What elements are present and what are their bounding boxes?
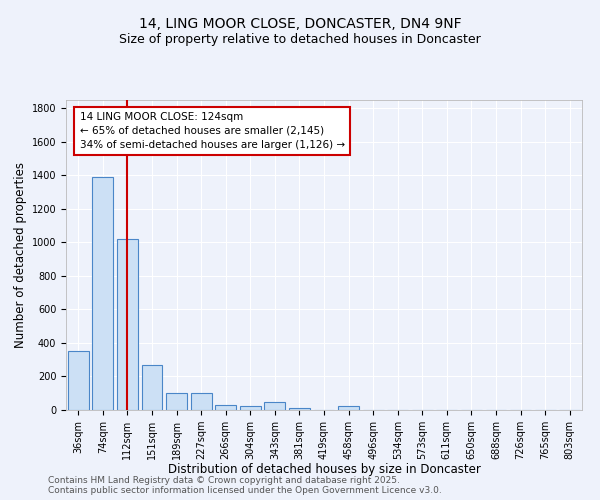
Bar bbox=[191, 393, 212, 410]
Text: 14, LING MOOR CLOSE, DONCASTER, DN4 9NF: 14, LING MOOR CLOSE, DONCASTER, DN4 9NF bbox=[139, 18, 461, 32]
Bar bbox=[117, 239, 138, 410]
Bar bbox=[265, 402, 286, 410]
Text: Size of property relative to detached houses in Doncaster: Size of property relative to detached ho… bbox=[119, 32, 481, 46]
Bar bbox=[166, 393, 187, 410]
Bar bbox=[338, 406, 359, 410]
Y-axis label: Number of detached properties: Number of detached properties bbox=[14, 162, 28, 348]
X-axis label: Distribution of detached houses by size in Doncaster: Distribution of detached houses by size … bbox=[167, 464, 481, 476]
Text: 14 LING MOOR CLOSE: 124sqm
← 65% of detached houses are smaller (2,145)
34% of s: 14 LING MOOR CLOSE: 124sqm ← 65% of deta… bbox=[80, 112, 344, 150]
Text: Contains HM Land Registry data © Crown copyright and database right 2025.
Contai: Contains HM Land Registry data © Crown c… bbox=[48, 476, 442, 495]
Bar bbox=[215, 405, 236, 410]
Bar bbox=[289, 408, 310, 410]
Bar bbox=[142, 365, 163, 410]
Bar bbox=[240, 406, 261, 410]
Bar bbox=[68, 352, 89, 410]
Bar bbox=[92, 177, 113, 410]
